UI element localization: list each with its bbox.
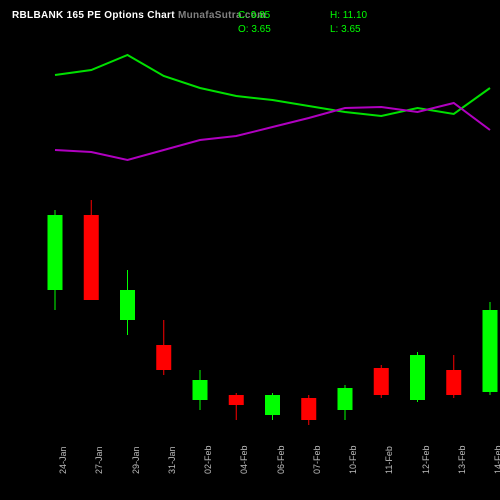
x-tick-label: 31-Jan — [167, 446, 177, 474]
candle-body — [374, 368, 389, 395]
chart-canvas — [0, 0, 500, 500]
x-tick-label: 11-Feb — [384, 446, 394, 474]
x-tick-label: 24-Jan — [58, 446, 68, 474]
x-tick-label: 12-Feb — [421, 445, 431, 474]
candle-body — [338, 388, 353, 410]
overlay-line — [55, 103, 490, 160]
x-tick-label: 10-Feb — [348, 445, 358, 474]
candle-body — [301, 398, 316, 420]
candle-body — [84, 215, 99, 300]
x-tick-label: 13-Feb — [457, 445, 467, 474]
x-tick-label: 27-Jan — [94, 446, 104, 474]
overlay-line — [55, 55, 490, 116]
candle-body — [48, 215, 63, 290]
candle-body — [265, 395, 280, 415]
candle-body — [193, 380, 208, 400]
x-tick-label: 14-Feb — [493, 445, 500, 474]
x-tick-label: 29-Jan — [131, 446, 141, 474]
candle-body — [446, 370, 461, 395]
x-tick-label: 06-Feb — [276, 445, 286, 474]
x-tick-label: 04-Feb — [239, 445, 249, 474]
candle-body — [120, 290, 135, 320]
x-tick-label: 02-Feb — [203, 445, 213, 474]
candle-body — [410, 355, 425, 400]
candle-body — [229, 395, 244, 405]
x-tick-label: 07-Feb — [312, 445, 322, 474]
candle-body — [156, 345, 171, 370]
candle-body — [483, 310, 498, 392]
